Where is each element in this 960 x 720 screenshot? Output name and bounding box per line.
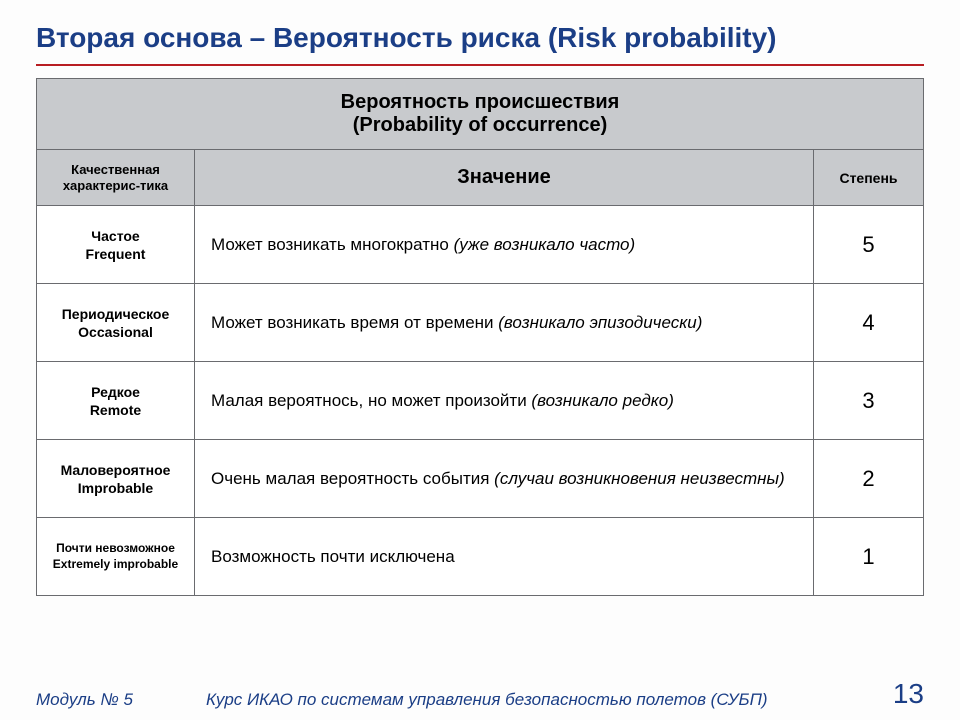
cell-degree: 4 [814, 284, 924, 362]
table-main-header-line2: (Probability of occurrence) [353, 114, 608, 136]
cell-degree: 3 [814, 362, 924, 440]
cell-qualitative: Редкое Remote [37, 362, 195, 440]
cell-meaning: Очень малая вероятность события (случаи … [195, 440, 814, 518]
title-underline [36, 64, 924, 66]
qual-ru: Маловероятное [61, 462, 171, 478]
probability-table-container: Вероятность происшествия (Probability of… [36, 78, 924, 664]
cell-meaning: Может возникать многократно (уже возника… [195, 206, 814, 284]
meaning-paren: (уже возникало часто) [454, 235, 636, 254]
qual-en: Remote [90, 402, 141, 418]
qual-en: Frequent [86, 246, 146, 262]
qual-en: Extremely improbable [53, 557, 178, 571]
qual-ru: Периодическое [62, 306, 170, 322]
qual-en: Occasional [78, 324, 153, 340]
cell-qualitative: Почти невозможное Extremely improbable [37, 518, 195, 596]
table-main-header-row: Вероятность происшествия (Probability of… [37, 79, 924, 150]
footer-page-number: 13 [854, 678, 924, 710]
meaning-paren: (случаи возникновения неизвестны) [494, 469, 785, 488]
cell-meaning: Возможность почти исключена [195, 518, 814, 596]
table-row: Маловероятное Improbable Очень малая вероя… [37, 440, 924, 518]
table-row: Периодическое Occasional Может возникать в… [37, 284, 924, 362]
cell-meaning: Малая вероятнось, но может произойти (во… [195, 362, 814, 440]
meaning-plain: Может возникать многократно [211, 235, 454, 254]
meaning-plain: Возможность почти исключена [211, 547, 455, 566]
slide-title: Вторая основа – Вероятность риска (Risk … [36, 22, 924, 60]
footer-module: Модуль № 5 [36, 690, 206, 710]
meaning-plain: Очень малая вероятность события [211, 469, 494, 488]
table-row: Редкое Remote Малая вероятнось, но может п… [37, 362, 924, 440]
cell-qualitative: Периодическое Occasional [37, 284, 195, 362]
footer-course: Курс ИКАО по системам управления безопас… [206, 690, 854, 710]
table-row: Почти невозможное Extremely improbable Воз… [37, 518, 924, 596]
qual-ru: Почти невозможное [56, 541, 175, 555]
meaning-paren: (возникало эпизодически) [498, 313, 702, 332]
qual-ru: Частое [91, 228, 139, 244]
probability-table: Вероятность происшествия (Probability of… [36, 78, 924, 596]
col-header-qualitative: Качественная характерис-тика [37, 150, 195, 206]
slide-footer: Модуль № 5 Курс ИКАО по системам управле… [36, 678, 924, 710]
qual-en: Improbable [78, 480, 153, 496]
cell-meaning: Может возникать время от времени (возник… [195, 284, 814, 362]
qual-ru: Редкое [91, 384, 140, 400]
cell-degree: 1 [814, 518, 924, 596]
col-header-meaning: Значение [195, 150, 814, 206]
table-row: Частое Frequent Может возникать многократн… [37, 206, 924, 284]
cell-degree: 2 [814, 440, 924, 518]
cell-degree: 5 [814, 206, 924, 284]
cell-qualitative: Частое Frequent [37, 206, 195, 284]
table-main-header-line1: Вероятность происшествия [341, 91, 620, 113]
col-header-degree: Степень [814, 150, 924, 206]
table-main-header: Вероятность происшествия (Probability of… [37, 79, 924, 150]
table-column-header-row: Качественная характерис-тика Значение Ст… [37, 150, 924, 206]
meaning-plain: Малая вероятнось, но может произойти [211, 391, 531, 410]
cell-qualitative: Маловероятное Improbable [37, 440, 195, 518]
meaning-paren: (возникало редко) [531, 391, 673, 410]
meaning-plain: Может возникать время от времени [211, 313, 498, 332]
